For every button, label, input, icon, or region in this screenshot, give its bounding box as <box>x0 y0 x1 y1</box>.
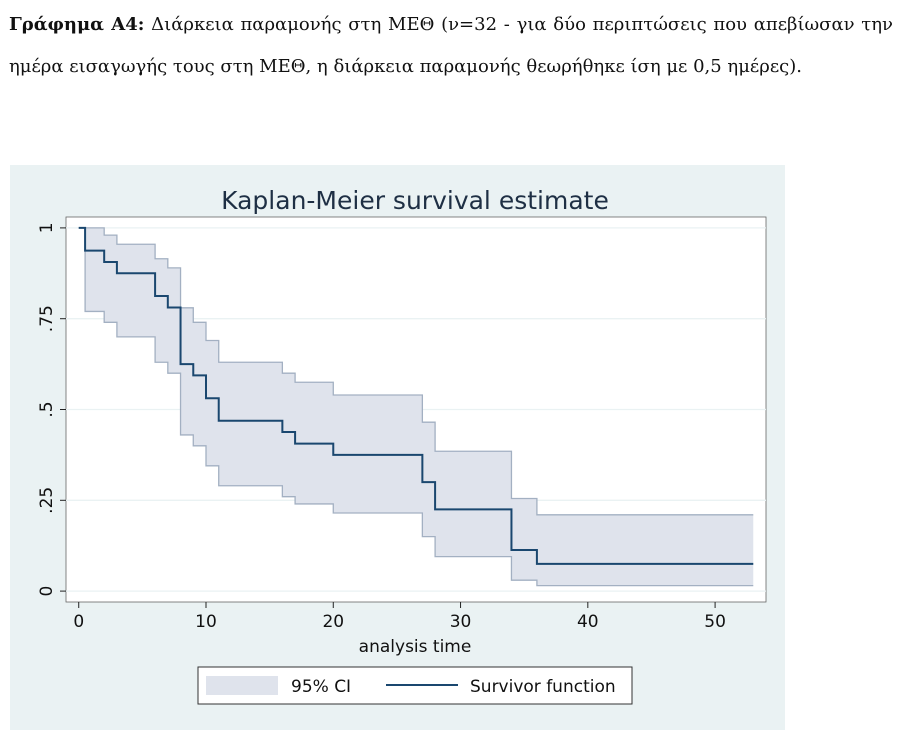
x-tick-label-3: 30 <box>450 612 472 632</box>
survivor-function-line <box>78 226 754 565</box>
caption-label: Γράφημα Α4: <box>9 14 145 35</box>
y-tick-label-4: 1 <box>37 222 57 233</box>
x-axis-label: analysis time <box>359 637 472 657</box>
ci-upper-line <box>78 227 754 516</box>
x-tick-label-1: 10 <box>195 612 217 632</box>
legend-ci-label: 95% CI <box>291 677 351 697</box>
survivor-series <box>78 226 754 565</box>
x-tick-label-4: 40 <box>577 612 599 632</box>
y-tick-label-3: .75 <box>37 305 57 332</box>
ci-band-fill <box>78 227 754 586</box>
y-tick-label-1: .25 <box>37 487 57 514</box>
figure-caption: Γράφημα Α4: Διάρκεια παραμονής στη ΜΕΘ (… <box>9 4 893 88</box>
chart-container: Kaplan-Meier survival estimate 0 .25 .5 .75… <box>10 165 785 730</box>
caption-text: Διάρκεια παραμονής στη ΜΕΘ (ν=32 - για δ… <box>9 14 893 77</box>
chart-title: Kaplan-Meier survival estimate <box>221 186 609 215</box>
y-tick-label-2: .5 <box>37 401 57 417</box>
ci-band <box>78 227 754 587</box>
x-tick-label-5: 50 <box>704 612 726 632</box>
x-tick-label-2: 20 <box>322 612 344 632</box>
legend-survivor-label: Survivor function <box>470 677 616 697</box>
y-tick-label-0: 0 <box>37 586 57 597</box>
ci-lower-line <box>78 227 754 587</box>
legend: 95% CI Survivor function <box>197 666 633 705</box>
legend-ci-swatch <box>206 676 278 695</box>
km-chart: Kaplan-Meier survival estimate 0 .25 .5 .75… <box>10 165 785 730</box>
x-tick-label-0: 0 <box>73 612 84 632</box>
